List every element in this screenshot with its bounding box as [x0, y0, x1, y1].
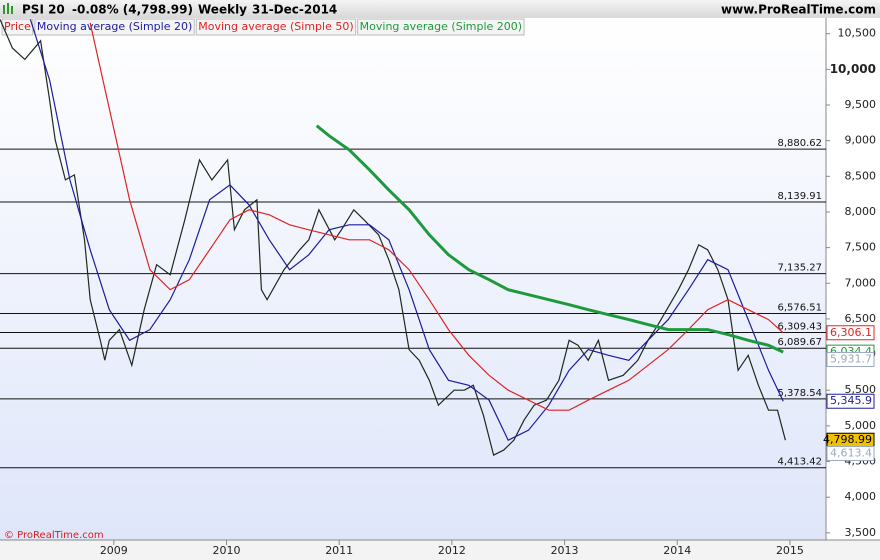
x-tick-label: 2013: [551, 544, 579, 557]
legend-entry: Moving average (Simple 50): [198, 20, 353, 33]
level-label: 8,880.62: [777, 138, 822, 149]
x-tick-label: 2014: [663, 544, 691, 557]
legend-entry: Moving average (Simple 20): [37, 20, 192, 33]
level-label: 8,139.91: [777, 191, 822, 202]
legend-entry: Price: [4, 20, 31, 33]
last-value-label: 4,798.99: [823, 433, 872, 446]
level-label: 6,309.43: [777, 322, 822, 333]
source: www.ProRealTime.com: [721, 3, 876, 17]
series-line: [89, 22, 784, 411]
last-value-box: [826, 445, 875, 461]
last-value-label: 5,345.9: [830, 394, 872, 407]
plot-area: [0, 18, 826, 540]
y-tick-label: 7,000: [845, 276, 877, 289]
x-axis-area: [0, 540, 880, 560]
last-value-box: [826, 393, 875, 409]
last-value-label: 4,613.4: [830, 446, 872, 459]
x-tick-label: 2015: [776, 544, 804, 557]
y-tick-label: 3,500: [845, 526, 877, 539]
y-tick-label: 9,500: [845, 98, 877, 111]
level-label: 5,378.54: [777, 388, 822, 399]
y-tick-label: 5,500: [845, 383, 877, 396]
legend-box: [34, 18, 195, 36]
legend-box: [195, 18, 357, 36]
y-tick-label: 8,500: [845, 169, 877, 182]
y-tick-label: 9,000: [845, 134, 877, 147]
last-value-label: 5,931.7: [830, 352, 872, 365]
change: -0.08% (4,798.99): [72, 3, 193, 17]
last-value-label: 6,306.1: [830, 326, 872, 339]
date: 31-Dec-2014: [252, 3, 337, 17]
x-tick-label: 2009: [100, 544, 128, 557]
y-tick-label: 10,500: [838, 27, 877, 40]
y-tick-label: 5,000: [845, 419, 877, 432]
x-tick-label: 2011: [325, 544, 353, 557]
y-tick-label: 4,000: [845, 490, 877, 503]
plot: 8,880.62 8,139.91 7,135.27 6,576.51 6,309.43…: [0, 19, 826, 469]
y-tick-label: 8,000: [845, 205, 877, 218]
level-label: 6,576.51: [777, 302, 822, 313]
y-tick-label: 6,500: [845, 312, 877, 325]
y-tick-label: 10,000: [830, 62, 876, 76]
x-tick-label: 2012: [438, 544, 466, 557]
level-label: 4,413.42: [777, 457, 822, 468]
chart-title: PSI 20: [22, 3, 65, 17]
legend-entry: Moving average (Simple 200): [360, 20, 522, 33]
period: Weekly: [198, 3, 247, 17]
header-bar: [0, 0, 880, 18]
legend-box: [357, 18, 525, 36]
series-line: [315, 124, 784, 354]
y-tick-label: 7,500: [845, 241, 877, 254]
copyright: © ProRealTime.com: [4, 530, 104, 541]
x-tick-label: 2010: [213, 544, 241, 557]
legend: Price Moving average (Simple 20) Moving av…: [1, 18, 525, 36]
level-label: 6,089.67: [777, 337, 822, 348]
last-value-box: [826, 325, 875, 341]
last-value-box: [826, 351, 875, 367]
level-label: 7,135.27: [777, 263, 822, 274]
header-icon: [3, 3, 13, 14]
